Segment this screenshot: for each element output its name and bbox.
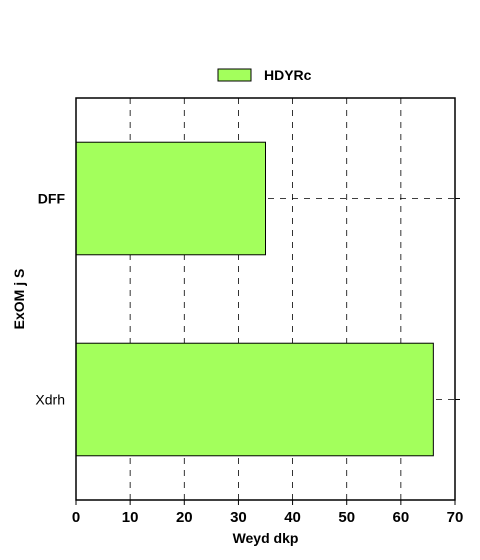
x-axis-title: Weyd dkp — [233, 530, 299, 546]
bar-dff — [75, 141, 266, 256]
x-tick-label: 30 — [230, 509, 247, 526]
bars — [75, 141, 434, 457]
plot-frame — [75, 97, 456, 501]
x-axis-ticks: 0 10 20 30 40 50 60 70 — [72, 500, 464, 526]
x-tick-label: 10 — [122, 509, 139, 526]
x-tick-label: 60 — [393, 509, 410, 526]
x-tick-label: 40 — [284, 509, 301, 526]
legend-swatch — [217, 68, 252, 82]
x-tick-label: 0 — [72, 509, 80, 526]
bar-xdrh — [75, 342, 434, 457]
y-category-label: Xdrh — [35, 392, 65, 408]
x-tick-label: 70 — [447, 509, 464, 526]
legend-label: HDYRc — [264, 67, 312, 83]
y-axis-categories: DFF Xdrh — [35, 191, 460, 408]
x-tick-label: 50 — [338, 509, 355, 526]
y-axis-title: ExOM j S — [11, 269, 27, 330]
x-tick-label: 20 — [176, 509, 193, 526]
legend: HDYRc — [217, 67, 312, 83]
y-category-label: DFF — [38, 191, 66, 207]
